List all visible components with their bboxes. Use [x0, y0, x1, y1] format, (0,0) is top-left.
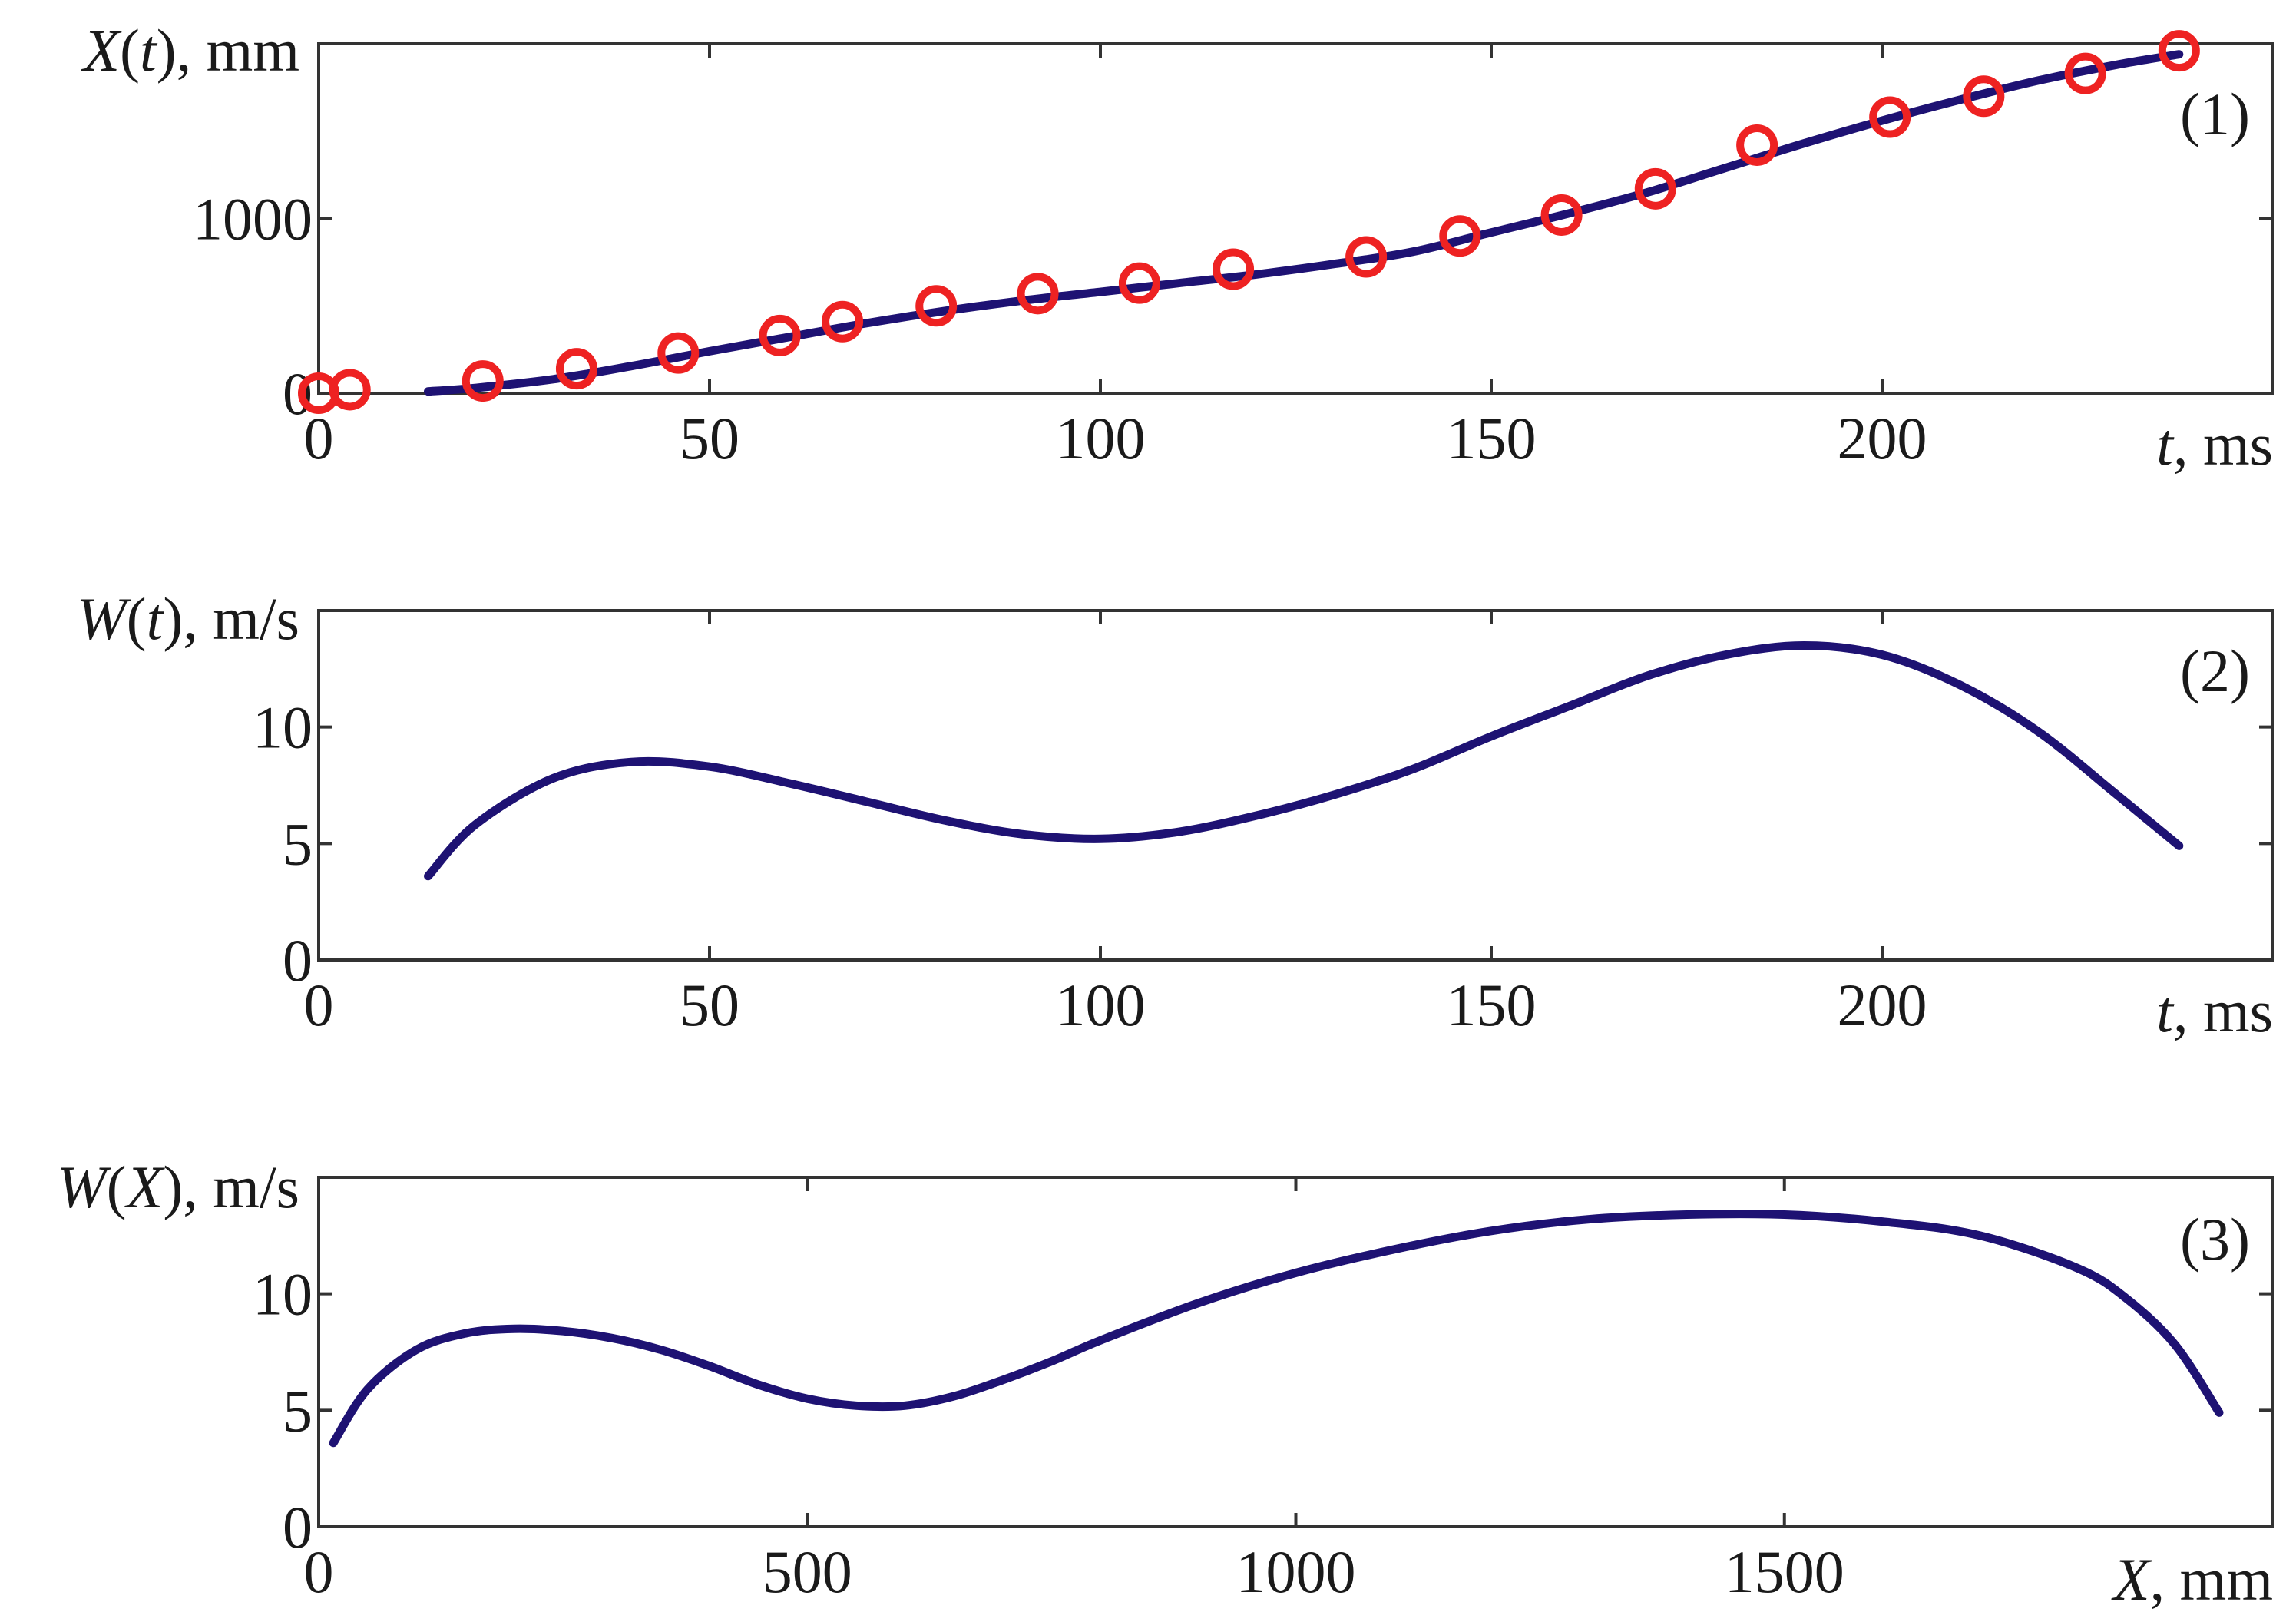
- measured-point: [1634, 167, 1676, 210]
- measured-point: [822, 300, 864, 343]
- w-of-x-curve: [329, 1210, 2224, 1448]
- x-tick-label: 100: [1056, 972, 1146, 1038]
- x-tick-label: 50: [680, 972, 739, 1038]
- panel-2-label: (2): [2180, 637, 2250, 704]
- panel-2-y-tick-labels: 0 5 10: [253, 694, 313, 994]
- x-tick-label: 0: [304, 1538, 334, 1605]
- y-tick-label: 5: [283, 1377, 313, 1444]
- y-tick-label: 0: [283, 360, 313, 427]
- panel-3-y-axis-title: W(X), m/s: [57, 1154, 299, 1220]
- panel-1-x-tick-labels: 0 50 100 150 200: [304, 405, 1927, 472]
- x-tick-label: 0: [304, 405, 334, 472]
- measured-point: [915, 285, 958, 327]
- measured-markers: [298, 30, 2200, 414]
- panel-2-ticks: [317, 611, 2273, 962]
- panel-3-x-tick-labels: 0 500 1000 1500: [304, 1538, 1844, 1605]
- x-tick-label: 150: [1447, 405, 1537, 472]
- panel-2: 0 50 100 150 200 0 5 10 W(t), m/s t, ms …: [77, 585, 2274, 1044]
- panel-1-label: (1): [2180, 81, 2250, 147]
- measured-point: [2064, 52, 2106, 94]
- panel-1-ticks: [317, 44, 2273, 395]
- y-tick-label: 0: [283, 1494, 313, 1561]
- measured-point: [1017, 273, 1059, 315]
- panel-3-ticks: [317, 1177, 2273, 1528]
- panel-3-y-tick-labels: 0 5 10: [253, 1261, 313, 1561]
- panel-2-x-axis-title: t, ms: [2156, 978, 2273, 1044]
- x-tick-label: 200: [1838, 405, 1927, 472]
- panel-1-y-axis-title: X(t), mm: [81, 17, 299, 84]
- measured-point: [1963, 75, 2005, 118]
- measured-point: [759, 314, 801, 356]
- y-tick-label: 10: [253, 1261, 313, 1328]
- panel-1: 0 50 100 150 200 0 1000 X(t), mm t, ms (…: [81, 17, 2274, 478]
- measured-point: [657, 332, 700, 374]
- panel-3-x-axis-title: X, mm: [2111, 1546, 2273, 1613]
- x-of-t-curve: [424, 50, 2184, 396]
- measured-point: [1345, 236, 1388, 278]
- y-tick-label: 10: [253, 694, 313, 761]
- measured-point: [462, 360, 504, 402]
- x-tick-label: 500: [763, 1538, 852, 1605]
- panel-3-frame: [317, 1176, 2274, 1528]
- x-tick-label: 150: [1447, 972, 1537, 1038]
- measured-point: [1118, 262, 1160, 304]
- x-tick-label: 200: [1838, 972, 1927, 1038]
- x-tick-label: 50: [680, 405, 739, 472]
- panel-2-y-axis-title: W(t), m/s: [77, 585, 299, 652]
- measured-point: [329, 369, 371, 411]
- y-tick-label: 5: [283, 810, 313, 877]
- panel-2-x-tick-labels: 0 50 100 150 200: [304, 972, 1927, 1038]
- measured-point: [555, 348, 597, 390]
- panel-3: 0 500 1000 1500 0 5 10 W(X), m/s X, mm (…: [57, 1154, 2274, 1613]
- x-tick-label: 1000: [1236, 1538, 1356, 1605]
- x-tick-label: 0: [304, 972, 334, 1038]
- measured-point: [1439, 215, 1481, 257]
- x-tick-label: 100: [1056, 405, 1146, 472]
- y-tick-label: 0: [283, 927, 313, 994]
- measured-point: [2158, 30, 2200, 72]
- measured-point: [1869, 96, 1911, 138]
- y-tick-label: 1000: [193, 186, 313, 253]
- panel-1-x-axis-title: t, ms: [2156, 411, 2273, 478]
- measured-point: [1540, 194, 1583, 236]
- w-of-t-curve: [424, 641, 2184, 881]
- measured-point: [1736, 124, 1778, 166]
- x-tick-label: 1500: [1725, 1538, 1844, 1605]
- measured-point: [1213, 248, 1255, 290]
- panel-1-y-tick-labels: 0 1000: [193, 186, 313, 428]
- panel-3-label: (3): [2180, 1206, 2250, 1273]
- panel-2-frame: [317, 609, 2274, 962]
